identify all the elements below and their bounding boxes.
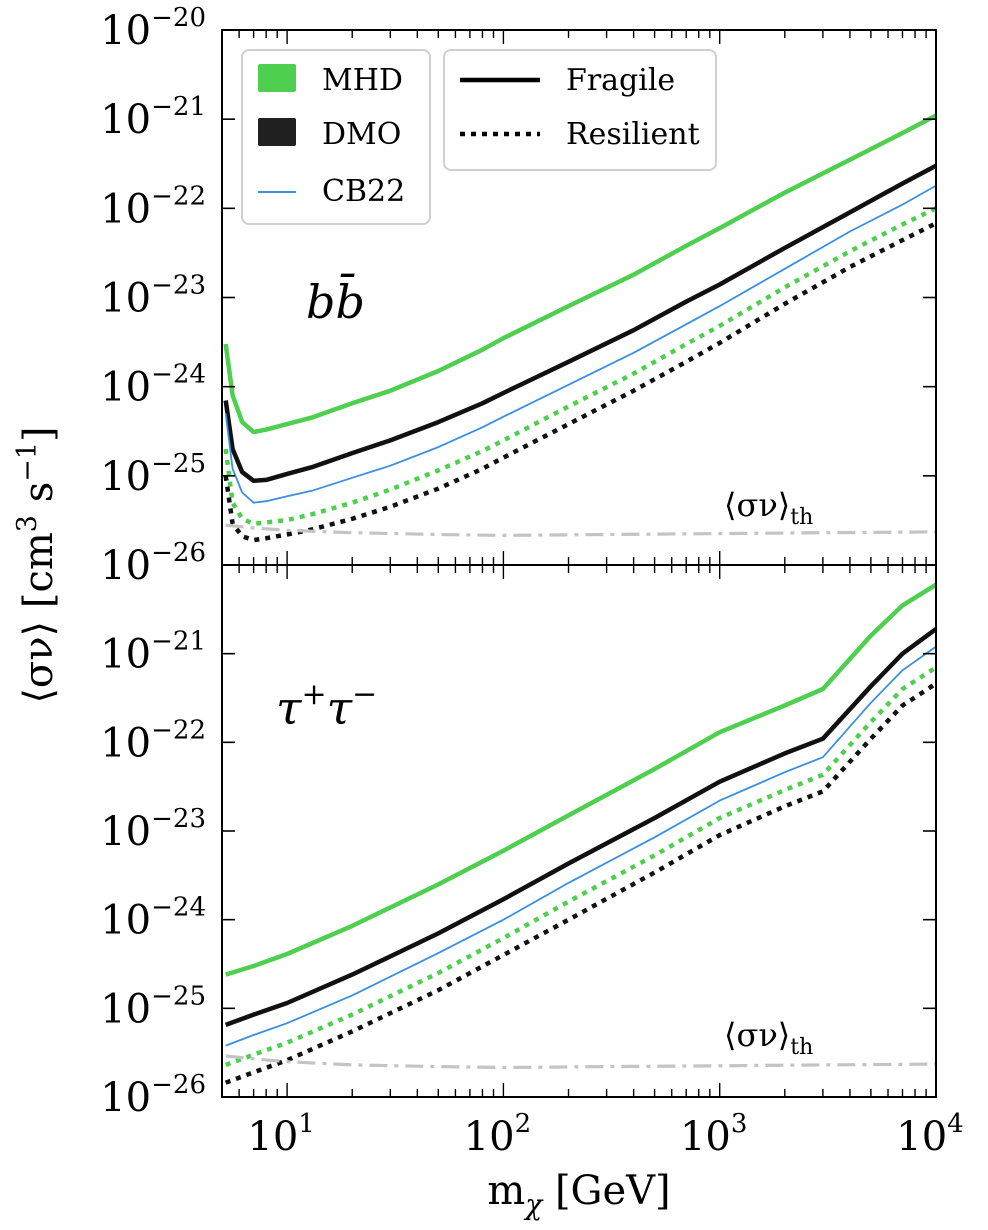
thermal-label-tautau: ⟨σν⟩th bbox=[724, 1016, 813, 1060]
y-tick-label: 10−24 bbox=[100, 893, 206, 944]
x-axis-label: mχ [GeV] bbox=[487, 1168, 670, 1221]
x-tick-label: 104 bbox=[896, 1109, 963, 1160]
panel-tautau: 10−26 10−25 10−24 10−23 10−22 10−21 τ+τ− ⟨σν⟩… bbox=[100, 564, 938, 1121]
y-tick-label: 10−26 bbox=[100, 1070, 206, 1121]
panel-label-tautau: τ+τ− bbox=[276, 677, 377, 735]
legend-models: Fragile Resilient bbox=[443, 49, 717, 171]
legend-datasets-frame bbox=[241, 49, 431, 225]
panel-label-bb: bb̄ bbox=[306, 272, 365, 329]
y-tick-label: 10−20 bbox=[100, 3, 206, 54]
legend-label-cb22: CB22 bbox=[322, 174, 405, 209]
y-tick-label: 10−23 bbox=[100, 271, 206, 322]
ticks-group-tautau: 10−26 10−25 10−24 10−23 10−22 10−21 bbox=[100, 564, 937, 1121]
y-tick-label: 10−25 bbox=[100, 449, 206, 500]
series-tautau-dmo-resilient bbox=[224, 681, 938, 1085]
series-tautau-dmo-fragile bbox=[224, 627, 938, 1028]
series-bb-cb22-fragile bbox=[224, 184, 937, 504]
x-axis-ticks: 101 102 103 104 bbox=[247, 1109, 963, 1160]
y-tick-label: 10−21 bbox=[100, 627, 206, 678]
series-bb-dmo-fragile bbox=[223, 163, 938, 484]
legend-label-fragile: Fragile bbox=[566, 63, 675, 98]
ticks-group-bb: 10−26 10−25 10−24 10−23 10−22 10−21 10−20 bbox=[100, 3, 937, 589]
series-tautau-thermal-relic bbox=[225, 1054, 937, 1070]
x-tick-label: 103 bbox=[680, 1109, 747, 1160]
legend-swatch-mhd bbox=[258, 64, 296, 92]
legend-label-mhd: MHD bbox=[322, 63, 403, 98]
x-tick-label: 101 bbox=[247, 1109, 314, 1160]
y-tick-label: 10−26 bbox=[100, 538, 206, 589]
legend-swatch-dmo bbox=[258, 118, 296, 146]
axes-frame-tautau bbox=[221, 564, 937, 1098]
y-axis-label: ⟨σν⟩ [cm3 s−1] bbox=[12, 426, 62, 703]
y-tick-label: 10−24 bbox=[100, 360, 206, 411]
legend-label-resilient: Resilient bbox=[566, 117, 700, 152]
series-bb-thermal-relic bbox=[225, 523, 937, 538]
legend-label-dmo: DMO bbox=[322, 117, 401, 152]
series-tautau-cb22-fragile bbox=[225, 645, 937, 1047]
x-tick-label: 102 bbox=[464, 1109, 531, 1160]
y-tick-label: 10−22 bbox=[100, 715, 206, 766]
series-tautau-mhd-resilient bbox=[224, 665, 938, 1068]
series-bb-mhd-resilient bbox=[223, 206, 937, 527]
series-bb-dmo-resilient bbox=[223, 221, 938, 543]
y-tick-label: 10−21 bbox=[100, 92, 206, 143]
legend-datasets: MHD DMO CB22 bbox=[241, 49, 431, 225]
y-tick-label: 10−22 bbox=[100, 181, 206, 232]
thermal-label-bb: ⟨σν⟩th bbox=[724, 486, 813, 530]
y-tick-label: 10−25 bbox=[100, 981, 206, 1032]
series-bb-mhd-fragile bbox=[223, 113, 938, 435]
series-group-bb bbox=[223, 113, 938, 543]
series-group-tautau bbox=[224, 582, 938, 1085]
series-tautau-mhd-fragile bbox=[225, 582, 938, 977]
y-tick-label: 10−23 bbox=[100, 804, 206, 855]
